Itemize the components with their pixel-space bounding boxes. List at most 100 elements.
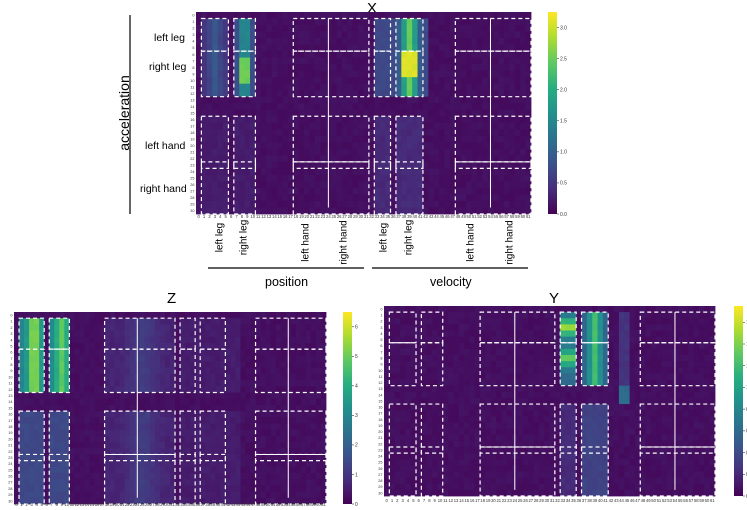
heatmap-cell bbox=[195, 497, 201, 505]
heatmap-cell bbox=[250, 187, 256, 195]
heatmap-cell bbox=[49, 361, 55, 369]
heatmap-cell bbox=[395, 142, 402, 150]
heatmap-cell bbox=[233, 187, 240, 195]
heatmap-cell bbox=[514, 148, 521, 156]
heatmap-cell bbox=[233, 90, 240, 98]
x-tick-label: 42 bbox=[226, 502, 231, 507]
heatmap-cell bbox=[210, 386, 216, 393]
heatmap-cell bbox=[99, 355, 105, 362]
heatmap-cell bbox=[374, 38, 381, 45]
heatmap-cell bbox=[363, 187, 370, 195]
heatmap-cell bbox=[223, 103, 229, 111]
heatmap-cell bbox=[496, 379, 502, 387]
heatmap-cell bbox=[389, 367, 396, 374]
heatmap-cell bbox=[265, 411, 272, 418]
heatmap-cell bbox=[455, 200, 462, 208]
heatmap-cell bbox=[29, 423, 35, 431]
heatmap-cell bbox=[144, 466, 151, 474]
heatmap-cell bbox=[341, 181, 348, 189]
heatmap-cell bbox=[154, 398, 161, 406]
heatmap-cell bbox=[493, 83, 499, 91]
heatmap-cell bbox=[300, 367, 307, 375]
heatmap-cell bbox=[666, 336, 673, 344]
heatmap-cell bbox=[442, 355, 449, 362]
heatmap-cell bbox=[688, 361, 695, 368]
heatmap-cell bbox=[506, 342, 513, 350]
heatmap-cell bbox=[244, 181, 251, 189]
heatmap-cell bbox=[466, 70, 472, 78]
heatmap-cell bbox=[139, 448, 146, 455]
heatmap-cell bbox=[282, 181, 289, 189]
heatmap-cell bbox=[215, 423, 221, 431]
heatmap-cell bbox=[320, 312, 327, 319]
heatmap-cell bbox=[412, 174, 418, 182]
heatmap-cell bbox=[29, 491, 35, 499]
dashed-region bbox=[18, 348, 45, 394]
heatmap-cell bbox=[250, 312, 256, 319]
heatmap-cell bbox=[201, 25, 208, 32]
heatmap-cell bbox=[449, 174, 456, 182]
heatmap-cell bbox=[79, 448, 85, 455]
heatmap-cell bbox=[250, 342, 256, 350]
heatmap-cell bbox=[522, 361, 529, 368]
heatmap-cell bbox=[482, 155, 489, 163]
heatmap-cell bbox=[498, 174, 505, 182]
heatmap-cell bbox=[54, 380, 60, 387]
heatmap-cell bbox=[139, 380, 146, 387]
heatmap-cell bbox=[416, 330, 422, 338]
y-tick-label: 14 bbox=[8, 400, 12, 404]
heatmap-cell bbox=[347, 122, 354, 130]
heatmap-cell bbox=[295, 485, 302, 493]
heatmap-cell bbox=[260, 454, 267, 462]
heatmap-cell bbox=[230, 454, 236, 462]
heatmap-cell bbox=[406, 174, 413, 182]
heatmap-cell bbox=[309, 194, 316, 202]
heatmap-cell bbox=[448, 385, 454, 393]
heatmap-cell bbox=[417, 103, 424, 111]
x-tick-label: 12 bbox=[75, 502, 80, 507]
heatmap-cell bbox=[54, 386, 60, 393]
x-tick-label: 59 bbox=[311, 502, 316, 507]
heatmap-cell bbox=[570, 373, 577, 380]
heatmap-cell bbox=[525, 161, 532, 169]
heatmap-cell bbox=[597, 312, 604, 319]
heatmap-cell bbox=[469, 312, 476, 319]
heatmap-cell bbox=[275, 435, 282, 443]
heatmap-cell bbox=[282, 207, 289, 215]
heatmap-cell bbox=[44, 411, 50, 418]
heatmap-cell bbox=[210, 460, 216, 468]
heatmap-cell bbox=[501, 361, 508, 368]
heatmap-cell bbox=[395, 90, 402, 98]
heatmap-cell bbox=[212, 12, 219, 19]
heatmap-cell bbox=[522, 306, 529, 313]
heatmap-cell bbox=[255, 411, 261, 418]
heatmap-cell bbox=[24, 398, 30, 406]
heatmap-cell bbox=[149, 318, 156, 325]
heatmap-cell bbox=[144, 367, 151, 375]
heatmap-cell bbox=[385, 38, 391, 45]
heatmap-cell bbox=[528, 312, 534, 319]
heatmap-cell bbox=[245, 324, 251, 331]
heatmap-cell bbox=[444, 12, 451, 19]
heatmap-cell bbox=[428, 122, 435, 130]
heatmap-cell bbox=[305, 497, 312, 505]
heatmap-cell bbox=[266, 194, 273, 202]
heatmap-cell bbox=[389, 330, 396, 338]
heatmap-cell bbox=[597, 385, 604, 393]
heatmap-cell bbox=[89, 342, 95, 350]
heatmap-cell bbox=[455, 194, 462, 202]
heatmap-cell bbox=[509, 174, 516, 182]
heatmap-cell bbox=[270, 349, 277, 356]
heatmap-cell bbox=[305, 342, 312, 350]
heatmap-cell bbox=[119, 355, 126, 362]
heatmap-cell bbox=[164, 312, 171, 319]
heatmap-cell bbox=[426, 324, 433, 331]
heatmap-cell bbox=[416, 324, 422, 331]
heatmap-cell bbox=[24, 336, 30, 344]
heatmap-cell bbox=[124, 485, 131, 493]
heatmap-cell bbox=[314, 135, 321, 143]
heatmap-cell bbox=[255, 57, 262, 65]
heatmap-cell bbox=[250, 44, 256, 52]
heatmap-cell bbox=[99, 398, 105, 406]
heatmap-cell bbox=[476, 83, 483, 91]
